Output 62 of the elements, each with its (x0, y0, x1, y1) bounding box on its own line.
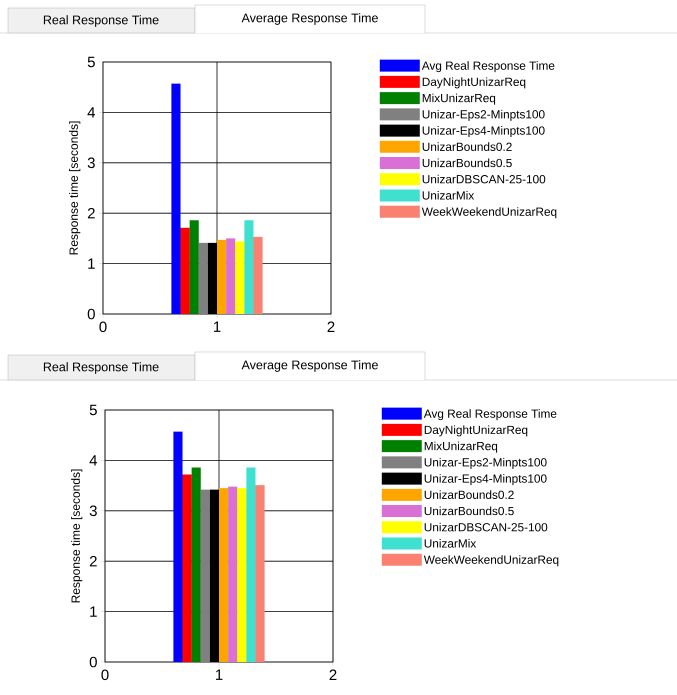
legend-label: UnizarMix (422, 190, 474, 200)
bar (180, 228, 190, 314)
bar (253, 236, 263, 314)
bar (217, 240, 226, 314)
bar (226, 238, 236, 314)
y-tick-label: 0 (88, 308, 95, 320)
y-tick-label: 3 (88, 157, 95, 168)
bar (171, 84, 181, 314)
x-tick-label: 2 (330, 670, 336, 680)
text: Real Response Time (44, 15, 159, 27)
legend-label: UnizarDBSCAN-25-100 (422, 174, 546, 184)
y-tick-label: 1 (88, 258, 95, 269)
bar (235, 241, 244, 314)
bar (246, 467, 256, 662)
legend-label: DayNightUnizarReq (422, 77, 526, 88)
bar (192, 467, 201, 662)
legend-label: UnizarBounds0.5 (422, 158, 512, 168)
bar (228, 486, 238, 662)
legend-label: WeekWeekendUnizarReq (424, 555, 558, 566)
legend-label: Unizar-Eps2-Minpts100 (422, 110, 545, 121)
text: Average Response Time (242, 13, 378, 25)
legend-label: UnizarMix (424, 538, 476, 548)
legend-label: WeekWeekendUnizarReq (422, 207, 556, 218)
y-tick-label: 5 (88, 56, 95, 68)
legend-label: DayNightUnizarReq (424, 425, 528, 436)
y-axis-title: Response time [seconds] (71, 470, 82, 602)
bar (200, 490, 210, 662)
y-tick-label: 2 (88, 208, 95, 218)
x-tick-label: 0 (101, 670, 109, 680)
y-tick-label: 2 (90, 556, 97, 566)
x-tick-label: 1 (214, 322, 220, 332)
bar (255, 485, 265, 662)
y-tick-label: 5 (90, 404, 97, 416)
bar (237, 488, 246, 662)
y-tick-label: 4 (89, 455, 98, 466)
bar (182, 474, 192, 662)
legend-label: Avg Real Response Time (422, 61, 554, 72)
bar (244, 220, 254, 314)
legend-label: Unizar-Eps4-Minpts100 (422, 126, 545, 138)
legend-label: MixUnizarReq (422, 94, 496, 105)
x-tick-label: 2 (328, 322, 334, 332)
text: Average Response Time (242, 360, 378, 372)
bar (190, 220, 199, 314)
x-tick-label: 1 (216, 670, 222, 680)
y-tick-label: 4 (87, 107, 96, 118)
legend-label: Avg Real Response Time (424, 409, 556, 420)
y-tick-label: 1 (90, 606, 97, 617)
legend-label: Unizar-Eps2-Minpts100 (424, 458, 547, 469)
bar (198, 242, 208, 314)
legend-label: UnizarDBSCAN-25-100 (424, 522, 548, 532)
legend-label: MixUnizarReq (424, 442, 498, 453)
legend-label: UnizarBounds0.5 (424, 506, 514, 516)
x-tick-label: 0 (99, 322, 107, 332)
legend-label: Unizar-Eps4-Minpts100 (424, 474, 547, 486)
bar (173, 432, 183, 662)
y-tick-label: 3 (90, 505, 97, 516)
y-tick-label: 0 (90, 656, 97, 668)
bar (219, 488, 228, 662)
text: Real Response Time (44, 362, 159, 374)
y-axis-title: Response time [seconds] (69, 122, 80, 254)
legend-label: UnizarBounds0.2 (422, 142, 512, 151)
legend-label: UnizarBounds0.2 (424, 490, 514, 499)
